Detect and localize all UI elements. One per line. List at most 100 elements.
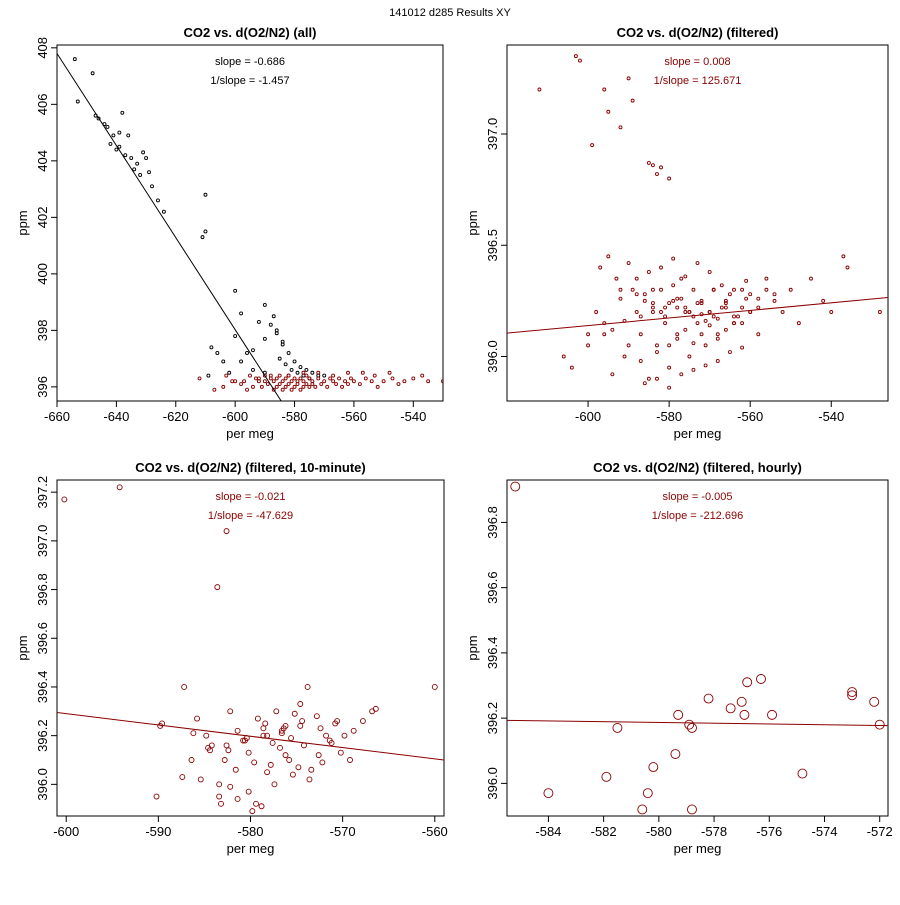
data-point — [221, 359, 226, 364]
data-point — [402, 379, 407, 384]
data-point — [732, 321, 736, 326]
x-tick-label: -580 — [656, 409, 682, 424]
y-tick-label: 396.2 — [485, 702, 500, 735]
data-point — [251, 348, 255, 353]
data-point — [381, 379, 386, 384]
data-point — [96, 116, 101, 121]
data-point — [304, 373, 309, 378]
data-point — [740, 287, 745, 292]
data-point — [845, 265, 850, 270]
data-point — [663, 321, 668, 326]
data-point — [573, 54, 578, 59]
data-point — [727, 292, 732, 297]
x-tick-label: -580 — [237, 824, 263, 839]
data-point — [715, 332, 720, 337]
data-point — [671, 256, 676, 261]
data-point — [646, 160, 651, 165]
data-point — [337, 376, 342, 381]
data-point — [264, 769, 271, 776]
data-point — [683, 310, 688, 314]
y-tick-label: 396.4 — [35, 671, 50, 704]
data-point — [659, 287, 663, 292]
data-point — [650, 310, 655, 314]
data-point — [756, 674, 766, 684]
y-tick-label: 396.8 — [485, 506, 500, 539]
data-point — [703, 363, 708, 368]
data-point — [711, 314, 716, 319]
data-point — [679, 372, 684, 377]
data-point — [675, 305, 680, 310]
data-point — [723, 298, 728, 303]
chart-panel-2: CO2 vs. d(O2/N2) (filtered) slope = 0.008… — [465, 25, 889, 441]
data-point — [227, 370, 232, 375]
data-point — [346, 382, 350, 386]
data-point — [218, 800, 224, 807]
data-point — [655, 172, 659, 177]
y-axis-label: ppm — [465, 210, 480, 235]
data-point — [248, 373, 252, 378]
data-point — [390, 376, 395, 381]
data-point — [634, 292, 639, 297]
data-point — [707, 310, 712, 314]
y-tick-label: 397.0 — [35, 525, 50, 558]
plot-frame — [56, 44, 444, 402]
data-point — [650, 163, 655, 168]
data-point — [675, 296, 680, 301]
data-point — [233, 334, 238, 338]
chart-title: CO2 vs. d(O2/N2) (filtered, 10-minute) — [135, 460, 365, 475]
chart-title: CO2 vs. d(O2/N2) (filtered, hourly) — [593, 460, 802, 475]
data-point — [251, 759, 258, 766]
data-point — [269, 740, 276, 746]
chart-panel-1: CO2 vs. d(O2/N2) (all) slope = -0.686 1/sl… — [15, 25, 444, 441]
chart-panel-3: CO2 vs. d(O2/N2) (filtered, 10-minute) sl… — [15, 460, 448, 856]
data-point — [630, 98, 635, 103]
data-point — [232, 766, 239, 773]
data-point — [699, 332, 704, 337]
data-point — [606, 109, 611, 114]
y-axis-label: ppm — [15, 635, 30, 660]
data-point — [116, 484, 123, 491]
data-point — [675, 336, 680, 341]
data-point — [280, 725, 287, 732]
y-tick-label: 402 — [35, 206, 50, 228]
data-point — [847, 687, 858, 697]
data-point — [679, 276, 684, 281]
series-filtered — [197, 370, 443, 392]
data-point — [756, 296, 761, 301]
data-point — [308, 766, 315, 773]
x-axis-label: per meg — [227, 841, 275, 856]
data-point — [259, 384, 264, 389]
regression-line — [507, 719, 888, 727]
y-tick-label: 396.0 — [485, 340, 500, 373]
data-point — [347, 757, 353, 763]
data-point — [359, 718, 366, 724]
data-point — [209, 345, 214, 350]
data-point — [265, 382, 270, 386]
data-point — [274, 384, 279, 389]
data-point — [223, 528, 230, 535]
data-point — [301, 379, 306, 384]
y-tick-label: 396.6 — [35, 622, 50, 655]
data-point — [637, 804, 648, 815]
data-point — [108, 141, 113, 146]
data-point — [767, 709, 777, 720]
data-point — [841, 254, 846, 259]
data-point — [772, 298, 777, 303]
data-point — [687, 310, 692, 314]
data-point — [667, 301, 672, 306]
data-point — [691, 287, 696, 292]
data-point — [748, 292, 753, 297]
data-point — [277, 373, 282, 378]
data-point — [331, 373, 336, 378]
data-point — [375, 384, 380, 389]
data-point — [280, 387, 285, 392]
data-point — [691, 341, 696, 346]
data-point — [286, 382, 291, 386]
data-point — [304, 382, 309, 386]
data-point — [618, 296, 623, 301]
data-point — [602, 87, 607, 92]
data-point — [343, 379, 347, 384]
data-point — [153, 793, 160, 800]
series-10-minute-means — [61, 484, 438, 815]
